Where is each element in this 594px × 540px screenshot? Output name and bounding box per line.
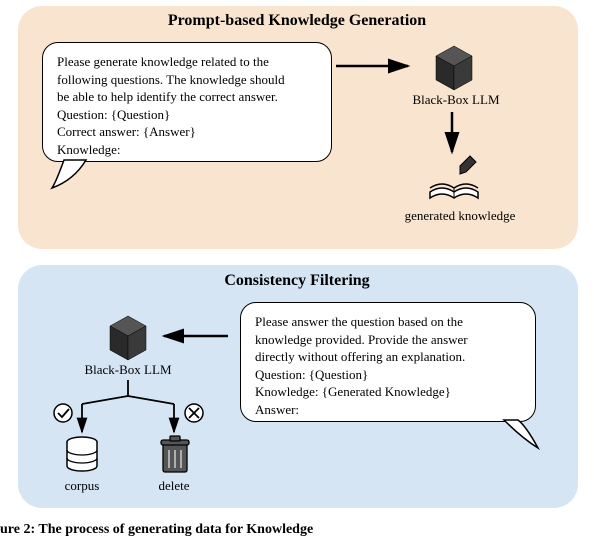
bubble-line: Question: {Question} — [255, 367, 368, 382]
delete-label: delete — [152, 478, 196, 494]
bubble-tail-bottom — [500, 418, 544, 452]
bubble-line: Please answer the question based on the — [255, 314, 463, 329]
bubble-line: Answer: — [255, 402, 299, 417]
prompt-bubble-bottom: Please answer the question based on the … — [240, 302, 536, 422]
trash-icon — [158, 436, 192, 476]
corpus-label: corpus — [58, 478, 106, 494]
bubble-line: Knowledge: {Generated Knowledge} — [255, 384, 451, 399]
figure-caption: ure 2: The process of generating data fo… — [0, 522, 313, 538]
bubble-line: directly without offering an explanation… — [255, 349, 465, 364]
corpus-icon — [64, 436, 100, 476]
bubble-line: knowledge provided. Provide the answer — [255, 332, 468, 347]
